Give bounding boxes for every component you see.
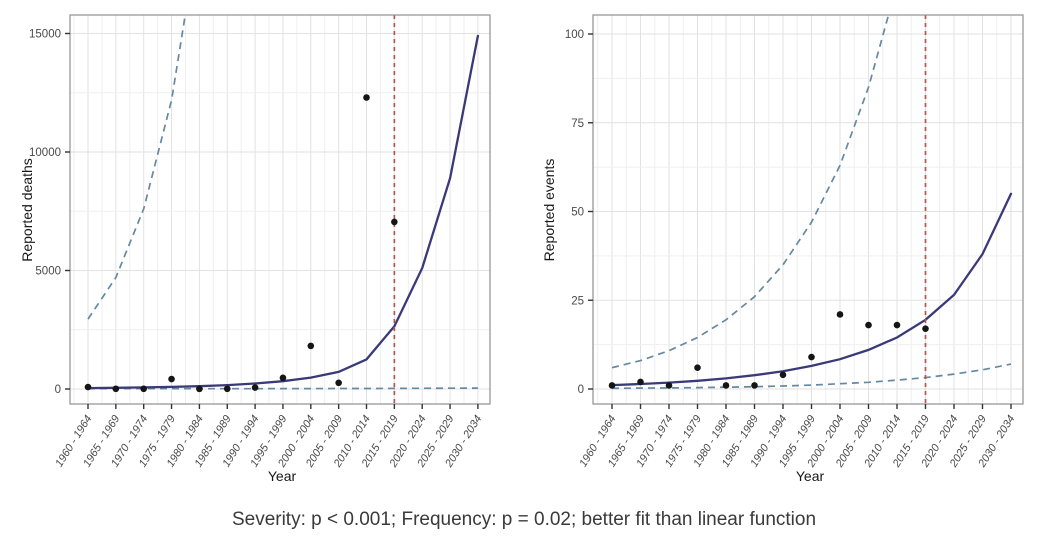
- data-point: [808, 353, 815, 361]
- data-point: [335, 379, 342, 387]
- y-tick-label: 75: [571, 118, 584, 130]
- stats-caption: Severity: p < 0.001; Frequency: p = 0.02…: [231, 509, 817, 530]
- data-point: [168, 375, 175, 383]
- y-tick-label: 10000: [29, 147, 61, 159]
- y-tick-label: 0: [55, 384, 61, 396]
- ci-upper-line: [611, 15, 890, 369]
- data-point: [363, 94, 370, 101]
- data-point: [251, 384, 259, 391]
- data-point: [694, 364, 701, 372]
- y-tick-label: 15000: [29, 29, 61, 41]
- data-point: [665, 382, 673, 389]
- data-point: [140, 385, 147, 393]
- fit-line: [86, 34, 480, 390]
- data-point: [922, 325, 929, 332]
- x-axis-title-left: Year: [267, 468, 297, 484]
- data-point: [112, 385, 120, 393]
- x-axis-title-right: Year: [795, 468, 825, 484]
- data-point: [196, 385, 203, 393]
- data-point: [84, 383, 92, 391]
- ci-upper-line: [87, 15, 187, 320]
- y-tick-label: 50: [571, 207, 584, 219]
- ci-lower-line: [611, 363, 1012, 390]
- y-tick-label: 100: [565, 29, 584, 41]
- data-point: [722, 382, 730, 389]
- y-tick-label: 25: [571, 295, 584, 307]
- y-axis-title-events: Reported events: [541, 158, 557, 262]
- data-point: [836, 311, 844, 318]
- data-point: [893, 321, 901, 329]
- data-point: [779, 371, 787, 379]
- ci-lower-line: [88, 387, 478, 390]
- y-axis-title-deaths: Reported deaths: [19, 158, 35, 262]
- data-point: [865, 321, 872, 329]
- data-point: [307, 342, 315, 350]
- y-tick-label: 0: [578, 384, 584, 396]
- fit-line: [610, 192, 1013, 387]
- data-point: [223, 385, 231, 393]
- data-point: [608, 382, 616, 389]
- data-point: [637, 378, 644, 386]
- data-point: [391, 218, 398, 226]
- data-point: [279, 374, 287, 382]
- data-point: [751, 382, 758, 389]
- y-tick-label: 5000: [35, 266, 61, 278]
